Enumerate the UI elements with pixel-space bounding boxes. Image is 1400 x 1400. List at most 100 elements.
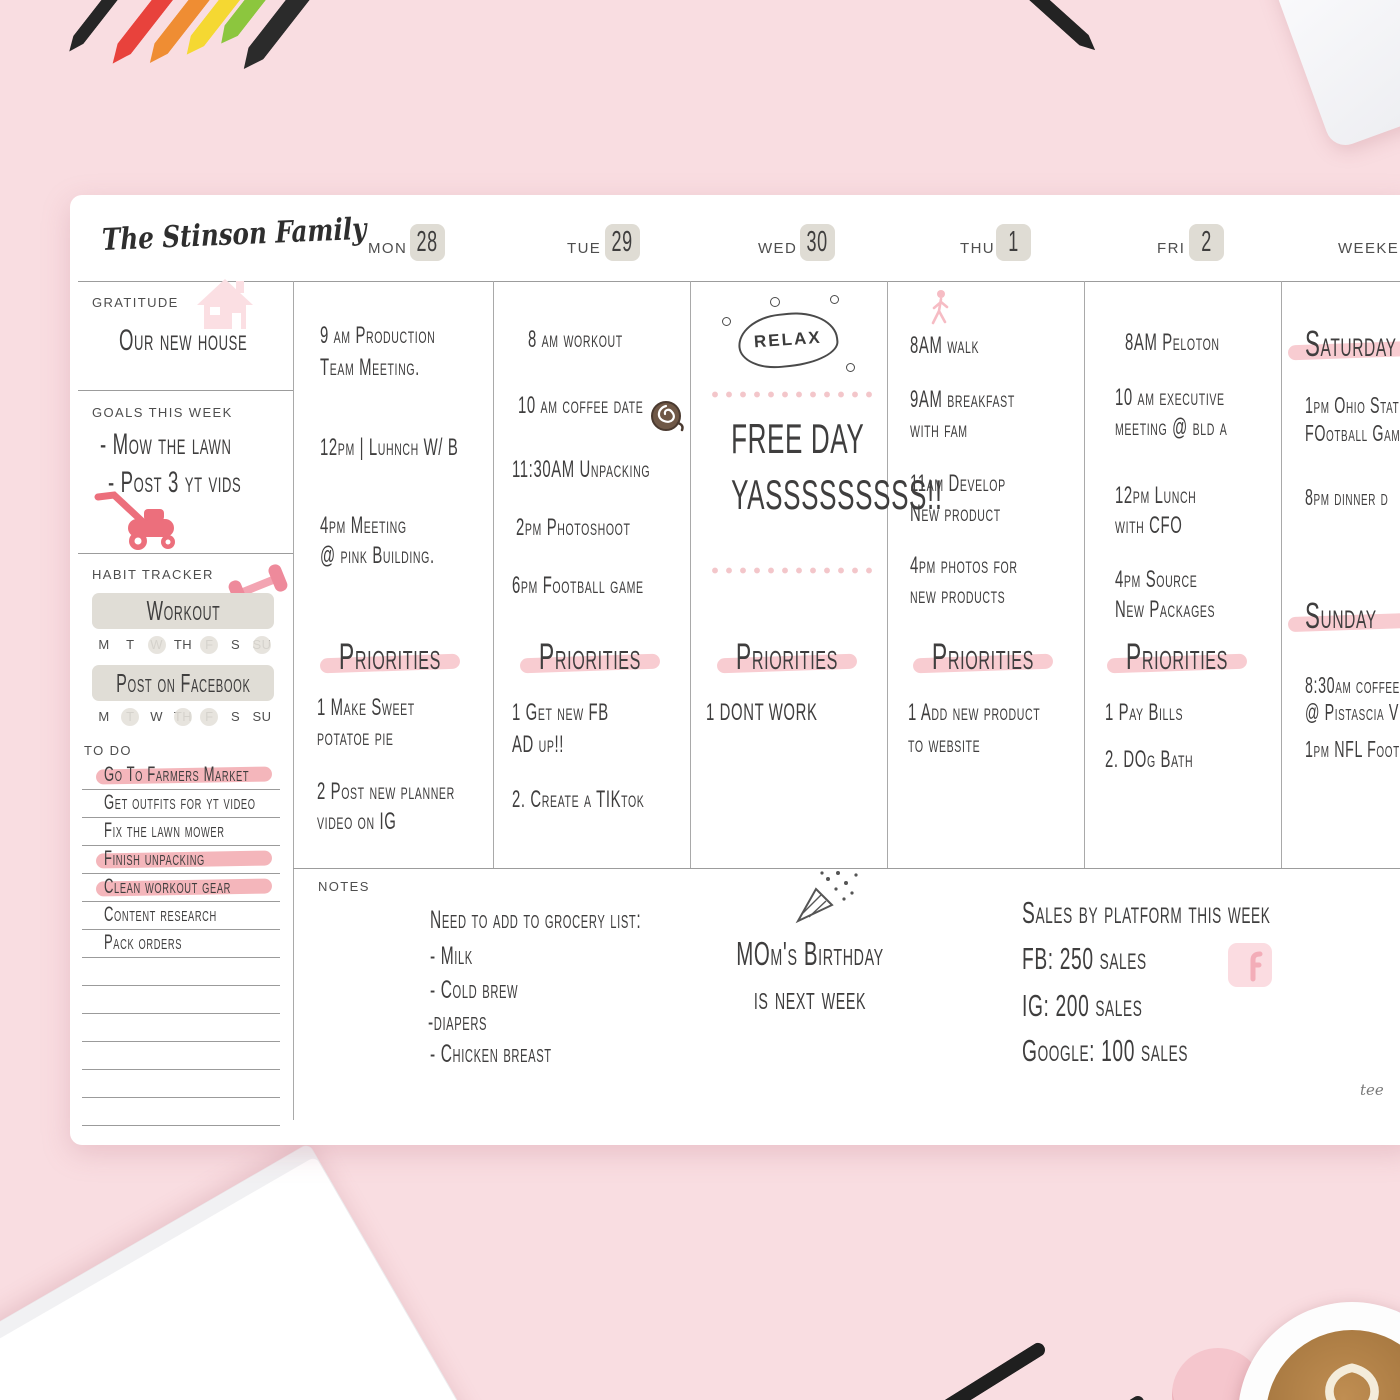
event-line: new products [910,582,1006,609]
todo-empty-line [82,957,280,986]
house-icon [197,279,253,329]
day-label-tue: TUE [567,240,602,257]
todo-item: Content research [82,901,280,930]
event-line: 6pm Football game [512,572,644,599]
habit-day: M [98,709,110,724]
saturday-title: Saturday [1305,323,1397,364]
todo-item-text: Fix the lawn mower [104,819,225,842]
todo-empty-line [82,985,280,1014]
day-date-wed: 30 [800,224,835,261]
habit-day: TH [173,637,193,652]
priorities-title: Priorities [931,636,1035,677]
event-line: 11am Develop [910,470,1006,497]
laptop-corner [1268,0,1400,151]
priorities-title: Priorities [338,636,442,677]
habit-workout: Workout [92,593,274,629]
latte-art-icon [1325,1363,1379,1400]
col-divider-2 [493,281,494,868]
event-line: FREE DAY [731,415,865,462]
event-line: FOotball Gam [1305,420,1400,446]
event-line: 9 am Production [320,322,436,349]
lawnmower-icon [94,491,175,550]
day-date-thu: 1 [996,224,1031,261]
event-line: 12pm | Luhnch W/ B [320,434,459,461]
priorities-title: Priorities [735,636,839,677]
habit-day: M [98,637,110,652]
event-line: with fam [910,416,968,443]
event-line: 8AM Peloton [1125,329,1220,356]
habit-day: SU [252,709,272,724]
todo-item-text: Get outfits for yt video [104,791,256,814]
day-label-mon: MON [368,240,408,257]
dotted-divider [708,567,873,574]
habit-day-marked: F [197,637,221,652]
event-line: 8 am workout [528,326,623,353]
event-line: 12pm Lunch [1115,482,1197,509]
sales-line: FB: 250 sales [1022,941,1147,976]
weekly-planner-sheet: The Stinson Family MON 28 TUE 29 WED 30 … [70,195,1400,1145]
col-divider-3 [690,281,691,868]
latte-cup-icon [1238,1302,1400,1400]
relax-sticker-dot [830,295,839,304]
event-line: 10 am executive [1115,384,1225,411]
habit-day: S [231,709,241,724]
col-divider-5 [1084,281,1085,868]
grocery-item: -diapers [428,1008,488,1036]
relax-sticker: RELAX [735,307,841,373]
todo-item-text: Go To Farmers Market [104,763,250,786]
todo-item: Get outfits for yt video [82,789,280,818]
priority-line: 1 DONT WORK [706,699,818,726]
habit-day: T [126,637,135,652]
habit-day-marked: TH [171,709,195,724]
col-divider-4 [887,281,888,868]
priority-line: 1 Make Sweet [317,694,415,721]
todo-empty-line [82,1013,280,1042]
grocery-item: - Chicken breast [430,1040,552,1068]
habit-workout-label: Workout [146,595,220,626]
goal-item-1: - Mow the lawn [100,428,232,461]
sales-line: Google: 100 sales [1022,1033,1189,1068]
sales-title: Sales by platform this week [1022,895,1271,930]
coffee-cup-icon [651,401,684,432]
day-date-thu-number: 1 [1008,226,1019,258]
priority-line: video on IG [317,808,397,835]
habit-tracker-label: HABIT TRACKER [92,567,214,582]
sidebar-divider-2 [78,553,293,554]
relax-sticker-dot [770,297,780,307]
event-line: 9AM breakfast [910,386,1015,413]
relax-sticker-dot [846,363,855,372]
habit-facebook-label: Post on Facebook [115,667,251,698]
priority-line: 1 Add new product [908,699,1041,726]
todo-label: TO DO [84,743,132,758]
relax-sticker-dot [722,317,731,326]
event-line: Team Meeting. [320,354,420,381]
todo-item-text: Pack orders [104,931,183,954]
todo-item: Fix the lawn mower [82,817,280,846]
event-line: @ Pistascia V [1305,699,1399,725]
priority-line: 2. DOg Bath [1105,746,1194,773]
brand-signature: tee [1360,1081,1384,1099]
todo-item-text: Clean workout gear [104,875,232,898]
grocery-title: Need to add to grocery list: [430,906,642,934]
birthday-note-line2: is next week [753,979,867,1016]
day-date-tue: 29 [605,224,640,261]
day-date-mon-number: 28 [416,226,439,258]
event-line: with CFO [1115,512,1183,539]
black-pen-top-right-icon [1010,0,1100,55]
col-divider-6 [1281,281,1282,868]
grocery-item: - Milk [430,942,473,970]
family-name-title: The Stinson Family [101,211,367,258]
habit-day-marked: W [145,637,169,652]
habit-day-marked: F [197,709,221,724]
todo-item: Pack orders [82,929,280,958]
day-label-weekend: WEEKEND [1338,240,1400,257]
gratitude-entry: Our new house [118,324,248,357]
event-line: 8pm dinner d [1305,484,1389,510]
event-line: @ pink Building. [320,542,435,569]
todo-empty-line [82,1041,280,1070]
day-date-mon: 28 [410,224,445,261]
priority-line: 2 Post new planner [317,778,455,805]
day-date-fri: 2 [1189,224,1224,261]
birthday-note-line1: MOm's Birthday [736,935,884,972]
